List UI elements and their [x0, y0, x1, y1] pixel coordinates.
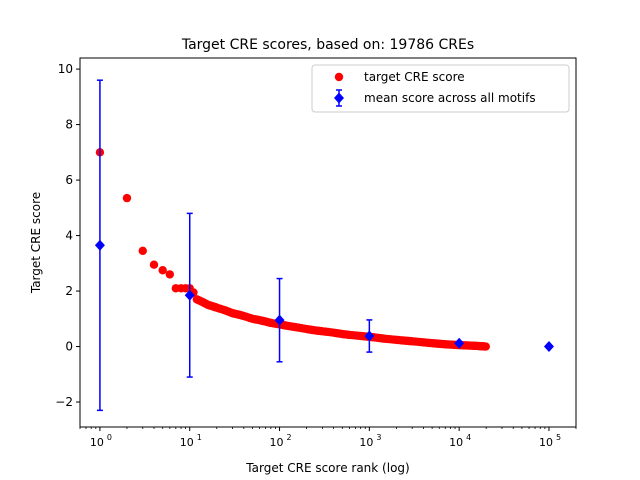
y-axis-label: Target CRE score	[29, 192, 43, 294]
x-tick-label-exponent: 3	[376, 433, 381, 442]
mean-score-point	[364, 330, 375, 342]
y-tick-label: 10	[58, 62, 73, 76]
x-axis: 10 0 10 1 10 2 10 3 10 4 10 5	[79, 427, 577, 449]
y-tick-label: 0	[65, 340, 73, 354]
x-tick-label: 10	[539, 436, 553, 449]
score-point	[480, 342, 490, 351]
mean-score-point	[274, 314, 285, 326]
x-tick-label-exponent: 0	[107, 433, 112, 442]
x-axis-label: Target CRE score rank (log)	[245, 461, 409, 475]
x-tick-label: 10	[270, 436, 284, 449]
legend-label-score: target CRE score	[364, 70, 465, 84]
y-tick-label: −2	[55, 395, 73, 409]
mean-score-point	[454, 337, 465, 349]
x-tick-label: 10	[449, 436, 463, 449]
score-point	[149, 260, 159, 269]
legend-box	[311, 64, 570, 113]
y-tick-label: 2	[65, 284, 73, 298]
axes-frame	[79, 57, 577, 428]
y-tick-label: 4	[65, 229, 73, 243]
mean-score-point	[94, 239, 105, 251]
legend: target CRE score mean score across all mo…	[311, 64, 570, 113]
x-tick-label: 10	[180, 436, 194, 449]
mean-score-point	[543, 341, 554, 353]
score-point	[122, 193, 132, 203]
x-tick-label-exponent: 4	[466, 433, 471, 442]
x-tick-label-exponent: 5	[556, 433, 561, 442]
x-tick-label-exponent: 1	[197, 433, 202, 442]
mean-score-point	[184, 289, 195, 301]
x-tick-label: 10	[90, 436, 104, 449]
score-point	[158, 266, 167, 275]
x-tick-label: 10	[359, 436, 373, 449]
legend-label-mean: mean score across all motifs	[364, 91, 536, 105]
legend-marker-score	[334, 72, 344, 82]
y-tick-label: 6	[65, 173, 73, 187]
y-axis: −2 0 2 4 6 8 10	[55, 62, 80, 409]
legend-marker-mean	[334, 92, 344, 104]
score-point	[138, 246, 147, 256]
y-tick-label: 8	[65, 118, 73, 132]
chart-title: Target CRE scores, based on: 19786 CREs	[181, 37, 474, 53]
chart-marks	[94, 79, 554, 412]
score-point	[165, 270, 175, 279]
x-tick-label-exponent: 2	[287, 433, 292, 442]
